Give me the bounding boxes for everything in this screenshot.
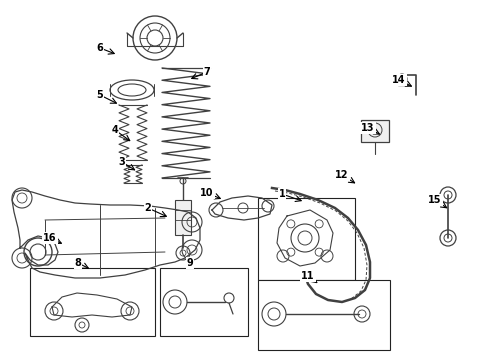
Text: 12: 12: [335, 170, 349, 180]
Text: 11: 11: [301, 271, 315, 281]
Text: 16: 16: [43, 233, 57, 243]
Bar: [30, 268, 155, 336]
Text: 5: 5: [97, 90, 103, 100]
Text: 2: 2: [145, 203, 151, 213]
Bar: [175, 200, 191, 235]
Bar: [160, 268, 248, 336]
Text: 10: 10: [200, 188, 214, 198]
Bar: [258, 198, 355, 280]
Bar: [361, 120, 389, 142]
Text: 13: 13: [361, 123, 375, 133]
Text: 1: 1: [279, 189, 285, 199]
Text: 6: 6: [97, 43, 103, 53]
Text: 8: 8: [74, 258, 81, 268]
Text: 7: 7: [204, 67, 210, 77]
Text: 9: 9: [187, 258, 194, 268]
Text: 3: 3: [119, 157, 125, 167]
Text: 14: 14: [392, 75, 406, 85]
Text: 4: 4: [112, 125, 119, 135]
Bar: [258, 280, 390, 350]
Text: 15: 15: [428, 195, 442, 205]
